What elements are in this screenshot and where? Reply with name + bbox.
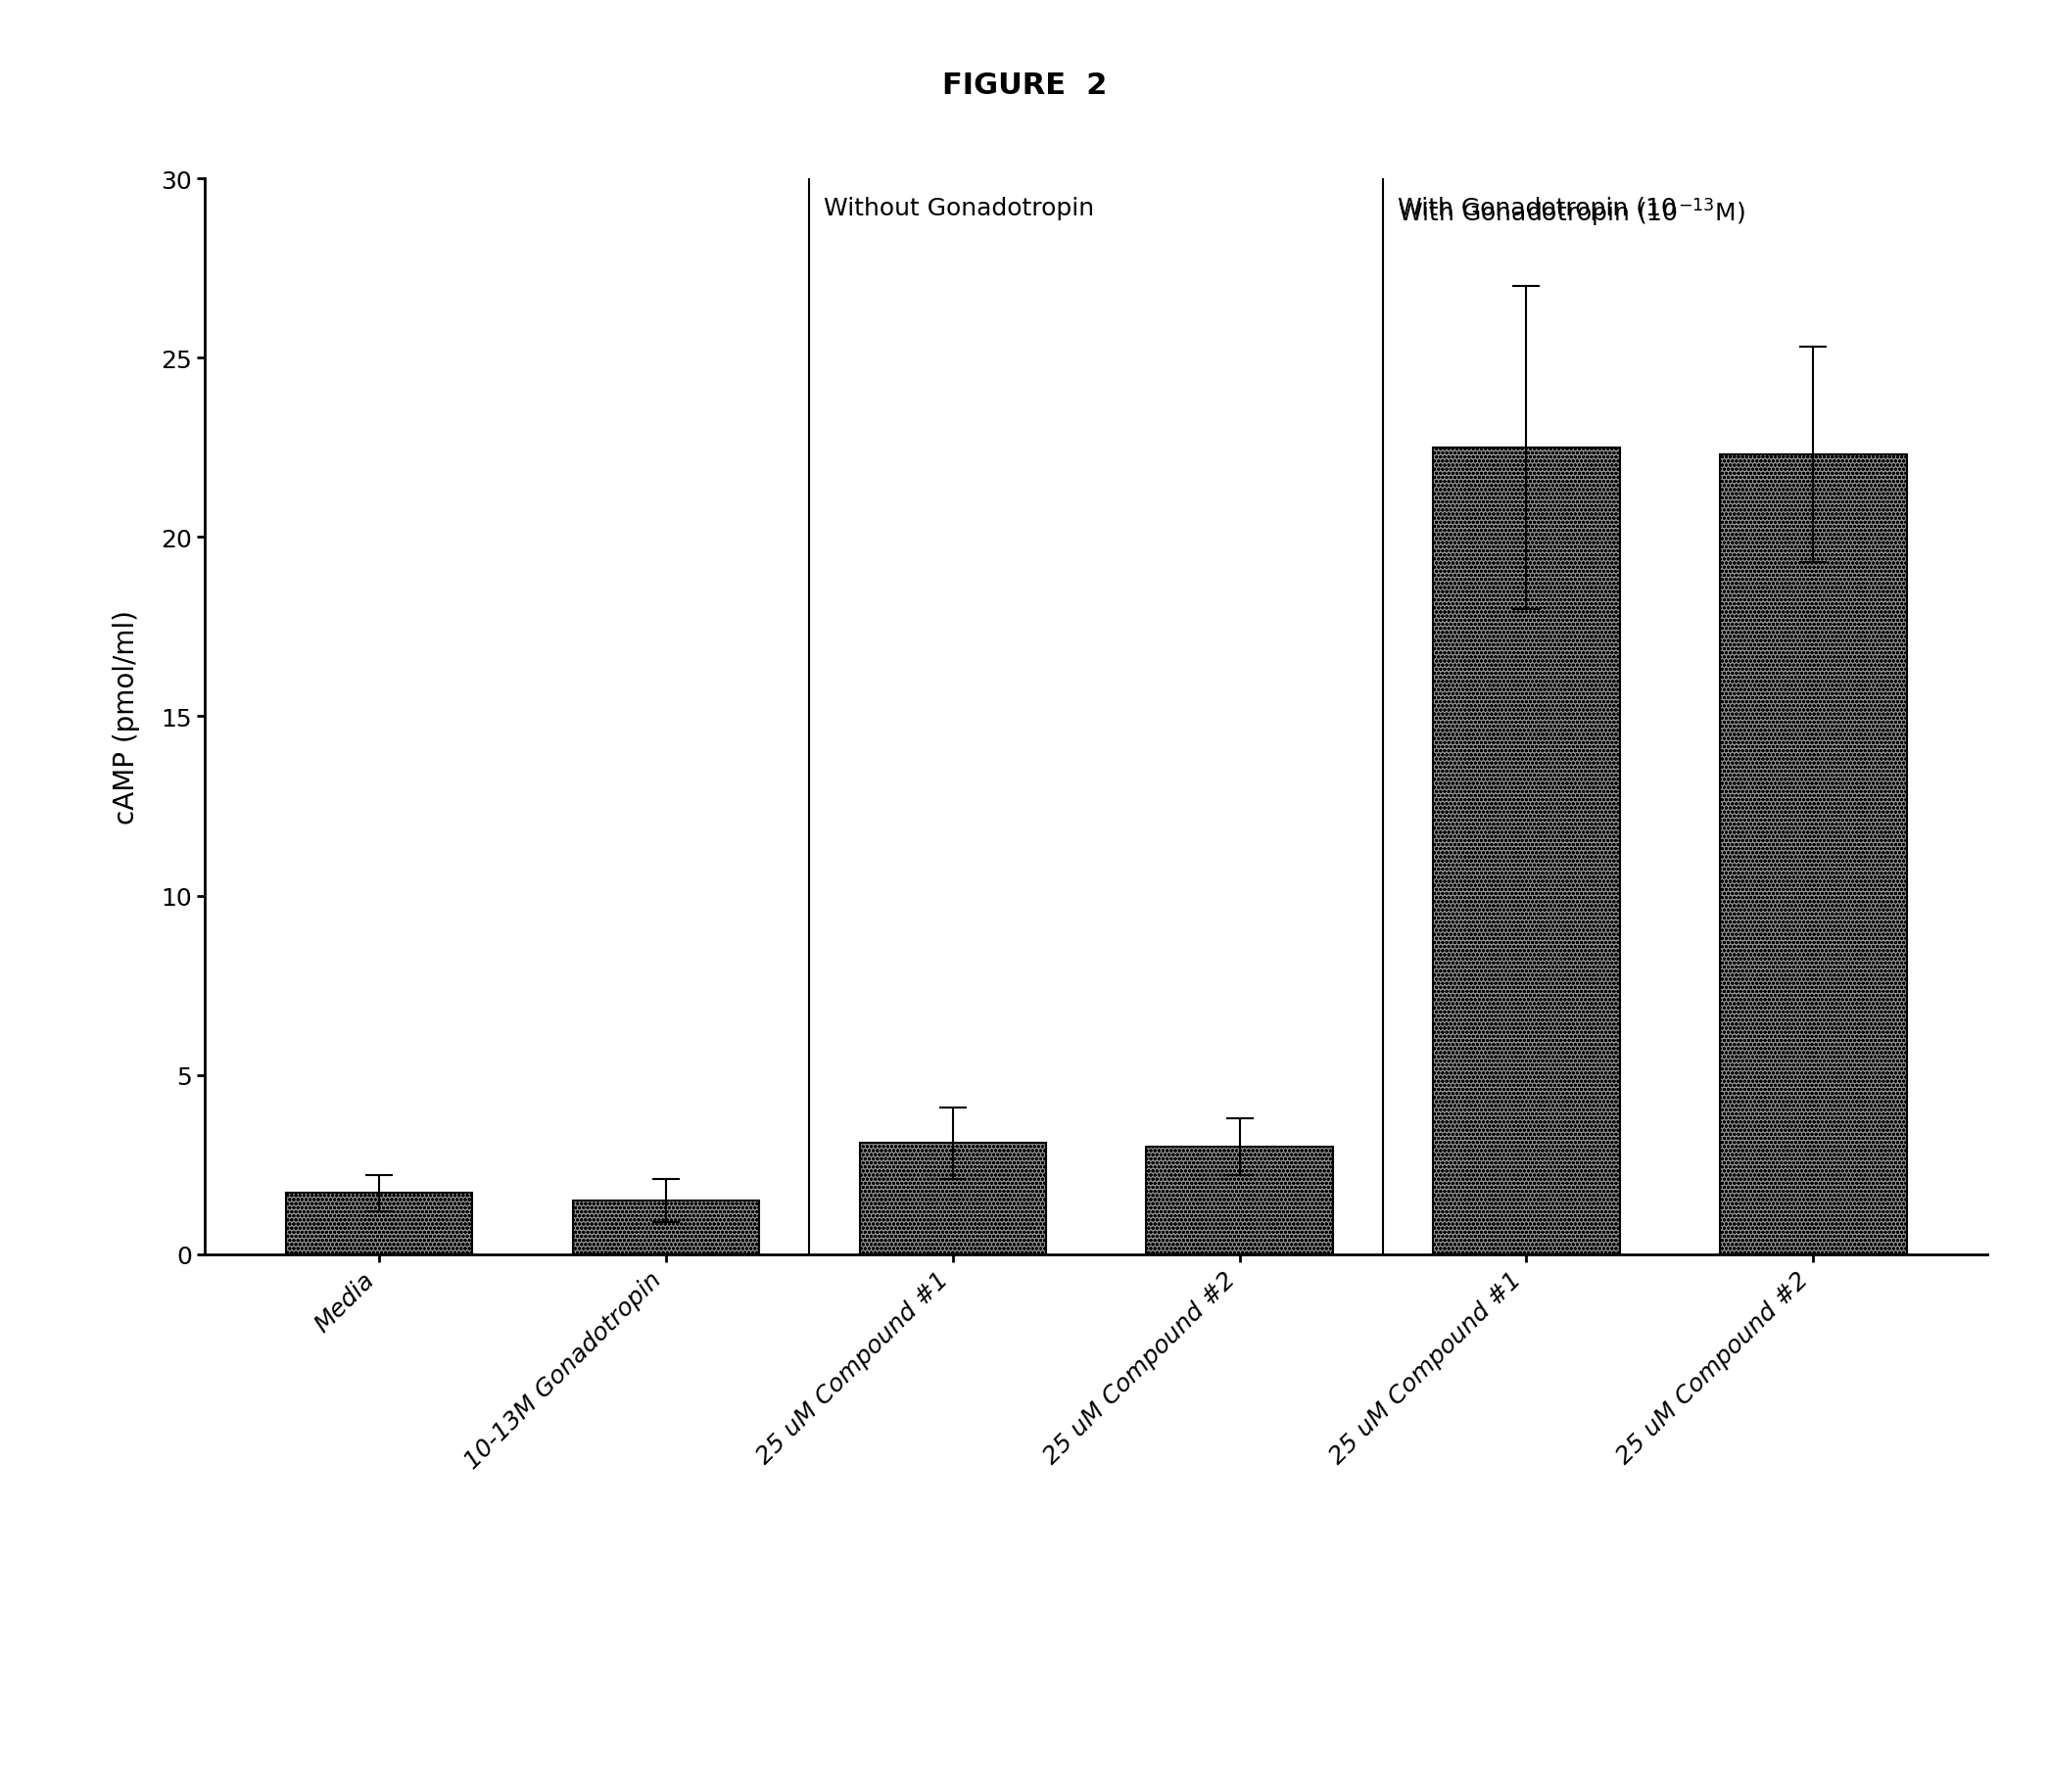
Bar [1432,448,1619,1254]
Text: FIGURE  2: FIGURE 2 [943,72,1106,100]
Text: With Gonadotropin (10$^{-13}$M): With Gonadotropin (10$^{-13}$M) [1397,197,1746,229]
Bar [1719,455,1906,1254]
Bar [861,1143,1047,1254]
Text: Without Gonadotropin: Without Gonadotropin [824,197,1094,220]
Text: With Gonadotropin (10: With Gonadotropin (10 [1397,197,1676,220]
Bar [287,1193,473,1254]
Bar [1145,1147,1332,1254]
Bar [574,1201,760,1254]
Y-axis label: cAMP (pmol/ml): cAMP (pmol/ml) [113,609,139,824]
